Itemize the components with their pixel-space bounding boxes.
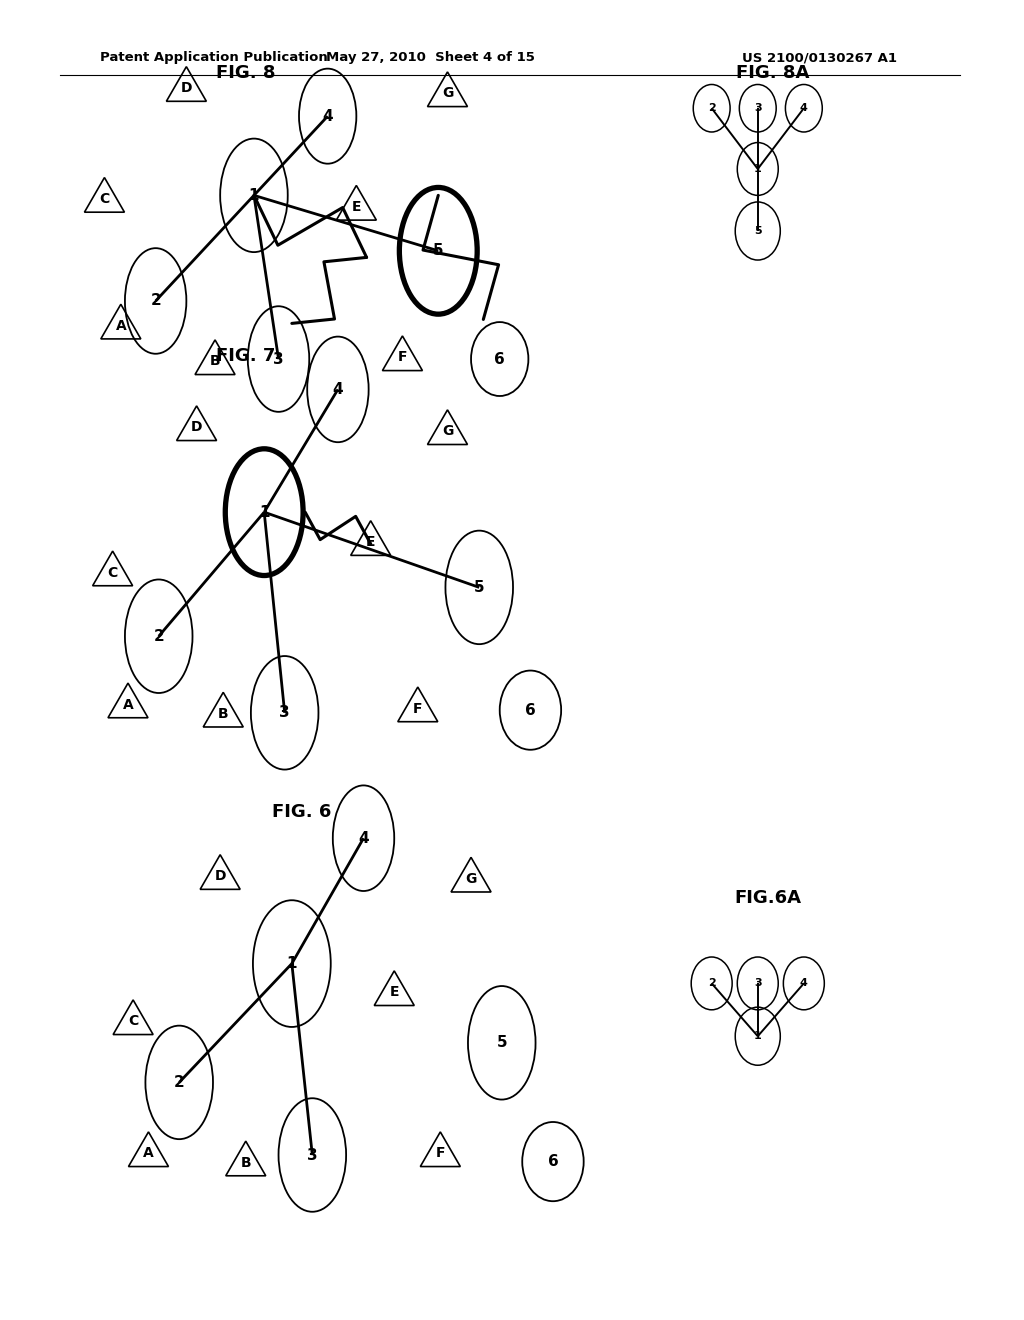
Text: E: E: [389, 985, 399, 999]
Text: A: A: [123, 697, 133, 711]
Text: D: D: [180, 81, 193, 95]
Text: 4: 4: [800, 978, 808, 989]
Text: F: F: [397, 350, 408, 364]
Text: 2: 2: [151, 293, 161, 309]
Text: 4: 4: [323, 108, 333, 124]
Text: 1: 1: [754, 1031, 762, 1041]
Text: 1: 1: [249, 187, 259, 203]
Text: 5: 5: [474, 579, 484, 595]
Text: 3: 3: [754, 978, 762, 989]
Text: G: G: [441, 424, 454, 438]
Text: FIG.6A: FIG.6A: [734, 888, 802, 907]
Text: 3: 3: [280, 705, 290, 721]
Text: B: B: [210, 354, 220, 368]
Text: A: A: [143, 1146, 154, 1160]
Text: Patent Application Publication: Patent Application Publication: [100, 51, 328, 65]
Text: 1: 1: [259, 504, 269, 520]
Text: E: E: [351, 199, 361, 214]
Text: D: D: [190, 420, 203, 434]
Text: FIG. 8: FIG. 8: [216, 63, 275, 82]
Text: 2: 2: [154, 628, 164, 644]
Text: G: G: [465, 871, 477, 886]
Text: 3: 3: [754, 103, 762, 114]
Text: F: F: [435, 1146, 445, 1160]
Text: B: B: [241, 1155, 251, 1170]
Text: 5: 5: [754, 226, 762, 236]
Text: 3: 3: [307, 1147, 317, 1163]
Text: FIG. 7: FIG. 7: [216, 347, 275, 366]
Text: FIG. 6: FIG. 6: [272, 803, 332, 821]
Text: 2: 2: [708, 978, 716, 989]
Text: C: C: [99, 191, 110, 206]
Text: FIG. 8A: FIG. 8A: [736, 63, 810, 82]
Text: 4: 4: [333, 381, 343, 397]
Text: G: G: [441, 86, 454, 100]
Text: A: A: [116, 318, 126, 333]
Text: C: C: [108, 565, 118, 579]
Text: E: E: [366, 535, 376, 549]
Text: 2: 2: [174, 1074, 184, 1090]
Text: 4: 4: [800, 103, 808, 114]
Text: 6: 6: [525, 702, 536, 718]
Text: US 2100/0130267 A1: US 2100/0130267 A1: [742, 51, 897, 65]
Text: 2: 2: [708, 103, 716, 114]
Text: 4: 4: [358, 830, 369, 846]
Text: C: C: [128, 1014, 138, 1028]
Text: 1: 1: [287, 956, 297, 972]
Text: F: F: [413, 701, 423, 715]
Text: 6: 6: [495, 351, 505, 367]
Text: B: B: [218, 706, 228, 721]
Text: 1: 1: [754, 164, 762, 174]
Text: May 27, 2010  Sheet 4 of 15: May 27, 2010 Sheet 4 of 15: [326, 51, 535, 65]
Text: 3: 3: [273, 351, 284, 367]
Text: 5: 5: [497, 1035, 507, 1051]
Text: D: D: [214, 869, 226, 883]
Text: 6: 6: [548, 1154, 558, 1170]
Text: 5: 5: [433, 243, 443, 259]
